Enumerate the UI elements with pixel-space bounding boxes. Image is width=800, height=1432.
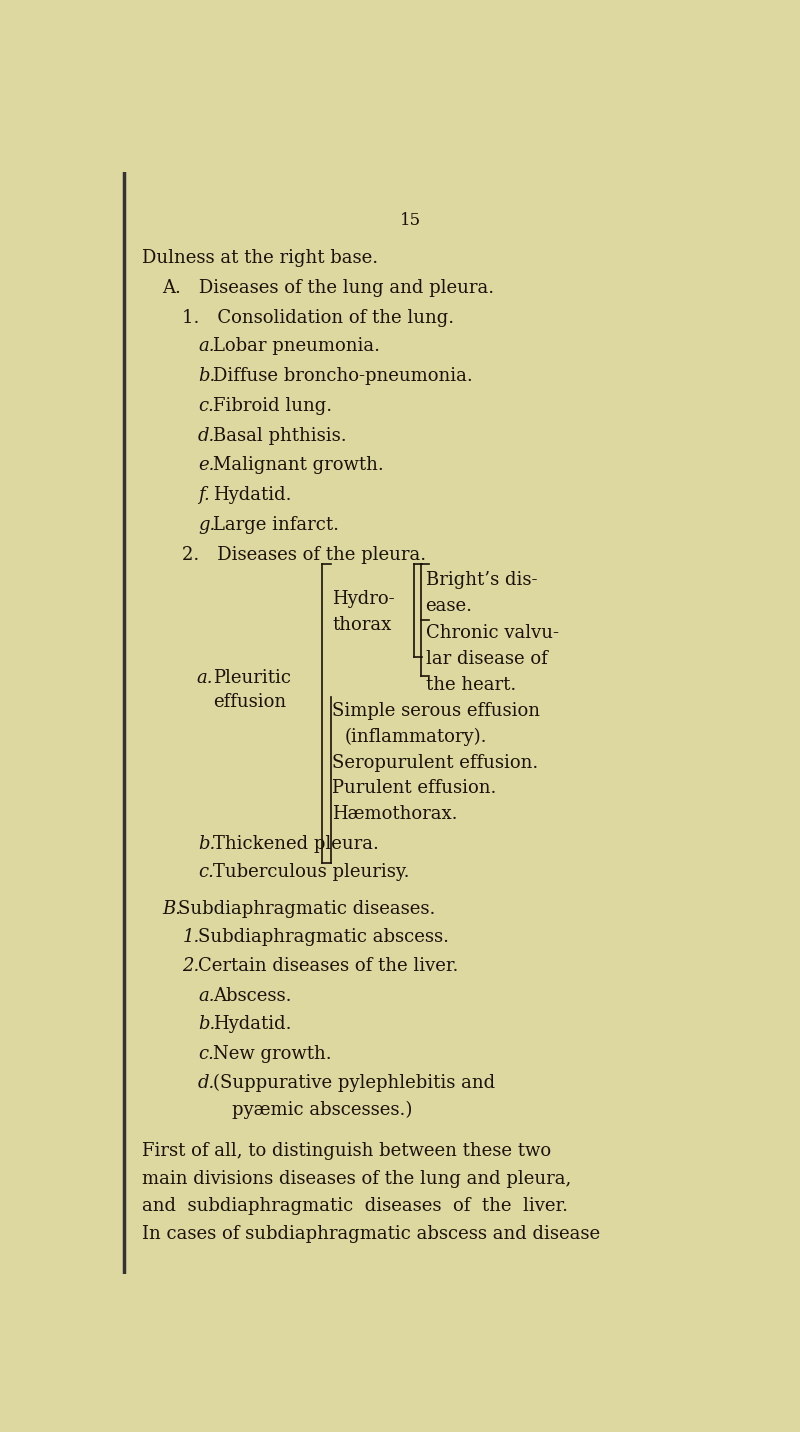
Text: a.: a. <box>198 337 214 355</box>
Text: effusion: effusion <box>214 693 286 712</box>
Text: New growth.: New growth. <box>214 1045 332 1063</box>
Text: (Suppurative pylephlebitis and: (Suppurative pylephlebitis and <box>214 1074 495 1093</box>
Text: a.: a. <box>196 669 213 687</box>
Text: b.: b. <box>198 1015 215 1034</box>
Text: c.: c. <box>198 1045 214 1063</box>
Text: A.  Diseases of the lung and pleura.: A. Diseases of the lung and pleura. <box>162 279 494 296</box>
Text: (inflammatory).: (inflammatory). <box>345 727 487 746</box>
Text: Lobar pneumonia.: Lobar pneumonia. <box>214 337 381 355</box>
Text: First of all, to distinguish between these two: First of all, to distinguish between the… <box>142 1143 551 1160</box>
Text: 15: 15 <box>399 212 421 229</box>
Text: f.: f. <box>198 485 210 504</box>
Text: Subdiaphragmatic abscess.: Subdiaphragmatic abscess. <box>198 928 449 947</box>
Text: d.: d. <box>198 1074 215 1091</box>
Text: Hæmothorax.: Hæmothorax. <box>333 805 458 823</box>
Text: Hydatid.: Hydatid. <box>214 1015 292 1034</box>
Text: main divisions diseases of the lung and pleura,: main divisions diseases of the lung and … <box>142 1170 571 1187</box>
Text: Pleuritic: Pleuritic <box>214 669 291 687</box>
Text: pyæmic abscesses.): pyæmic abscesses.) <box>232 1100 413 1118</box>
Text: and  subdiaphragmatic  diseases  of  the  liver.: and subdiaphragmatic diseases of the liv… <box>142 1197 568 1216</box>
Text: Diffuse broncho-pneumonia.: Diffuse broncho-pneumonia. <box>214 367 474 385</box>
Text: Hydro-: Hydro- <box>333 590 395 607</box>
Text: lar disease of: lar disease of <box>426 650 547 669</box>
Text: Malignant growth.: Malignant growth. <box>214 457 384 474</box>
Text: 1.: 1. <box>182 928 200 947</box>
Text: Abscess.: Abscess. <box>214 987 292 1005</box>
Text: Hydatid.: Hydatid. <box>214 485 292 504</box>
Text: g.: g. <box>198 516 215 534</box>
Text: Dulness at the right base.: Dulness at the right base. <box>142 249 378 266</box>
Text: a.: a. <box>198 987 214 1005</box>
Text: Purulent effusion.: Purulent effusion. <box>333 779 497 798</box>
Text: d.: d. <box>198 427 215 444</box>
Text: b.: b. <box>198 367 215 385</box>
Text: Bright’s dis-: Bright’s dis- <box>426 571 537 589</box>
Text: e.: e. <box>198 457 214 474</box>
Text: Subdiaphragmatic diseases.: Subdiaphragmatic diseases. <box>178 899 435 918</box>
Text: Tuberculous pleurisy.: Tuberculous pleurisy. <box>214 863 410 881</box>
Text: c.: c. <box>198 863 214 881</box>
Text: 2.: 2. <box>182 957 200 975</box>
Text: 1.  Consolidation of the lung.: 1. Consolidation of the lung. <box>182 308 454 326</box>
Text: thorax: thorax <box>333 616 392 634</box>
Text: B.: B. <box>162 899 181 918</box>
Text: Thickened pleura.: Thickened pleura. <box>214 835 379 852</box>
Text: 2.  Diseases of the pleura.: 2. Diseases of the pleura. <box>182 546 426 564</box>
Text: Certain diseases of the liver.: Certain diseases of the liver. <box>198 957 458 975</box>
Text: Simple serous effusion: Simple serous effusion <box>333 702 541 720</box>
Text: Large infarct.: Large infarct. <box>214 516 339 534</box>
Text: b.: b. <box>198 835 215 852</box>
Text: Fibroid lung.: Fibroid lung. <box>214 397 333 415</box>
Text: Seropurulent effusion.: Seropurulent effusion. <box>333 755 538 772</box>
Text: ease.: ease. <box>426 597 473 616</box>
Text: Chronic valvu-: Chronic valvu- <box>426 624 558 642</box>
Text: the heart.: the heart. <box>426 676 516 693</box>
Text: c.: c. <box>198 397 214 415</box>
Text: Basal phthisis.: Basal phthisis. <box>214 427 347 444</box>
Text: In cases of subdiaphragmatic abscess and disease: In cases of subdiaphragmatic abscess and… <box>142 1224 600 1243</box>
